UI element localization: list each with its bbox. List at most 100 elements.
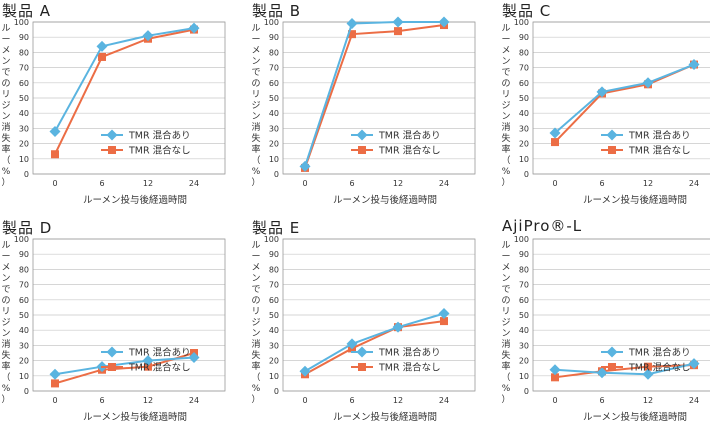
y-axis-label-char: ン [1,112,11,122]
y-axis-label-char: ン [501,57,511,67]
series-line-without-tmr [54,28,195,155]
y-axis-label-char: の [1,79,11,89]
y-tick-label: 60 [269,296,279,305]
data-point-with-tmr [346,338,358,350]
y-tick-label: 40 [269,326,279,335]
y-tick-label: 0 [274,170,279,179]
y-axis-label-char: 率 [251,145,261,155]
x-axis-label: ルーメン投与後経過時間 [582,195,688,206]
y-axis-label-char: （ [251,156,261,166]
data-point-with-tmr [142,30,154,42]
legend-label: TMR 混合なし [128,145,191,157]
legend-label: TMR 混合なし [378,145,441,157]
y-axis-label-char: で [501,285,511,295]
y-tick-label: 70 [519,281,529,290]
chart-title: 製品 C [502,2,552,20]
y-tick-label: 0 [274,387,279,396]
y-tick-label: 30 [19,124,29,133]
y-tick-label: 40 [19,326,29,335]
y-axis-label-char: の [251,296,261,306]
y-tick-label: 0 [524,170,529,179]
y-axis-label-char: ル [1,241,11,251]
y-axis-label-char: ン [1,329,11,339]
series-line-without-tmr [554,364,695,379]
x-tick-label: 6 [599,179,604,188]
data-point-without-tmr [348,30,356,39]
x-tick-label: 24 [439,396,449,405]
legend-label: TMR 混合あり [378,130,441,142]
y-tick-label: 20 [269,140,279,149]
y-axis-label: ルーメンでのリジン消失率（%） [0,24,12,189]
y-tick-label: 40 [269,109,279,118]
line-chart: 0 10 20 30 40 50 60 70 80 90 100 0 6 12 24 TMR 混合あり TMR … [264,16,476,188]
y-tick-label: 100 [514,18,529,27]
y-tick-label: 90 [269,250,279,259]
y-axis-label-char: ン [501,274,511,284]
y-tick-label: 60 [519,79,529,88]
y-tick-label: 10 [269,372,279,381]
y-tick-label: 20 [269,357,279,366]
y-axis-label-char: メ [501,263,511,273]
line-chart: 0 10 20 30 40 50 60 70 80 90 100 0 6 12 24 TMR 混合あり TMR … [264,235,476,405]
y-tick-label: 40 [519,326,529,335]
y-tick-label: 60 [19,296,29,305]
y-tick-label: 30 [519,124,529,133]
y-tick-label: 30 [269,341,279,350]
y-tick-label: 50 [19,311,29,320]
y-axis-label-char: ン [1,57,11,67]
y-axis-label-char: ー [1,252,11,262]
y-tick-label: 0 [24,170,29,179]
x-tick-label: 24 [689,179,699,188]
data-point-without-tmr [51,379,59,388]
chart-panel: 製品 E ルーメンでのリジン消失率（%）ルーメン投与後経過時間 0 10 20 30 40 5… [250,217,486,434]
y-tick-label: 50 [519,94,529,103]
y-axis-label-char: （ [1,156,11,166]
legend-label: TMR 混合なし [378,362,441,374]
y-axis-label-char: メ [1,46,11,56]
y-axis-label-char: ） [501,178,511,188]
y-axis-label-char: % [251,167,261,177]
y-axis-label-char: ン [251,274,261,284]
y-tick-label: 80 [19,48,29,57]
chart-title: 製品 B [252,2,302,20]
data-point-without-tmr [144,362,152,371]
data-point-with-tmr [642,77,654,89]
y-axis-label-char: ー [251,252,261,262]
y-axis-label: ルーメンでのリジン消失率（%） [0,241,12,406]
y-axis-label-char: で [501,68,511,78]
y-tick-label: 80 [519,265,529,274]
x-tick-label: 12 [393,179,403,188]
series-line-with-tmr [304,312,445,373]
legend-square-marker [358,363,366,371]
y-tick-label: 30 [269,124,279,133]
series-line-with-tmr [554,63,695,134]
data-point-without-tmr [551,373,559,382]
x-tick-label: 0 [552,396,557,405]
y-axis-label-char: ジ [501,101,511,111]
legend-square-marker [108,363,116,371]
y-axis-label-char: の [251,79,261,89]
y-axis-label-char: % [251,384,261,394]
y-axis-label-char: ー [501,35,511,45]
data-point-with-tmr [299,365,311,377]
y-tick-label: 100 [264,18,279,27]
chart-panel: AjiPro®-L ルーメンでのリジン消失率（%）ルーメン投与後経過時間 0 10 20… [500,217,710,434]
y-axis-label-char: ル [1,24,11,34]
y-axis-label-char: % [1,167,11,177]
series-line-without-tmr [304,24,445,169]
y-tick-label: 10 [19,372,29,381]
y-tick-label: 80 [519,48,529,57]
data-point-without-tmr [394,27,402,36]
y-axis-label-char: ） [251,395,261,405]
y-axis-label-char: % [501,167,511,177]
y-tick-label: 100 [14,18,29,27]
x-tick-label: 12 [643,179,653,188]
y-axis-label-char: ジ [251,318,261,328]
y-axis-label-char: ル [251,24,261,34]
y-tick-label: 0 [24,387,29,396]
y-axis-label: ルーメンでのリジン消失率（%） [500,241,512,406]
y-axis-label-char: 失 [1,134,11,144]
data-point-with-tmr [438,16,450,28]
chart-title: 製品 A [2,2,52,20]
y-tick-label: 70 [519,64,529,73]
